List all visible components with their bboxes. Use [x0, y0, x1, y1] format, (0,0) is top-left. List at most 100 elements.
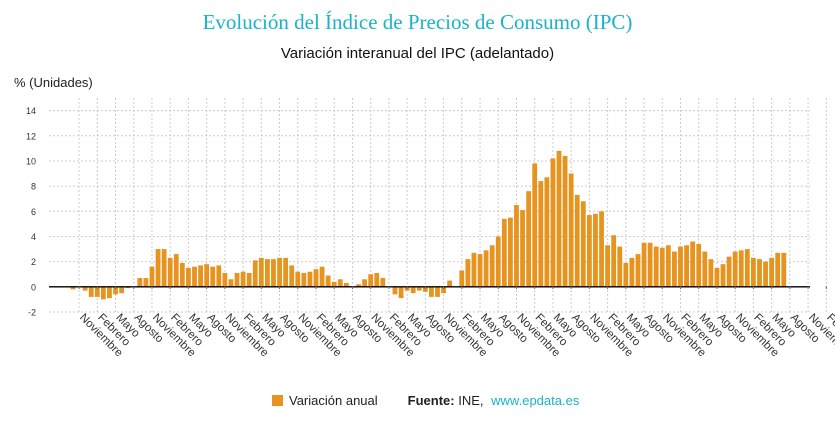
bar [435, 286, 440, 297]
bar [672, 251, 677, 287]
bar [757, 259, 762, 287]
bar [720, 264, 726, 287]
bar [611, 235, 617, 287]
bar [307, 271, 313, 287]
bar [447, 280, 453, 287]
bar [192, 266, 197, 287]
bar [337, 279, 343, 287]
bar [617, 246, 623, 287]
bar [422, 286, 428, 292]
bar [635, 254, 641, 287]
bar [471, 252, 477, 287]
y-tick-label: 10 [26, 156, 36, 166]
bar [240, 271, 246, 287]
bar [477, 254, 483, 287]
legend-series-label: Variación anual [289, 393, 378, 408]
bar [149, 266, 155, 287]
bar [714, 267, 720, 287]
bar [501, 218, 507, 287]
legend: Variación anual Fuente: INE, www.epdata.… [272, 393, 579, 408]
bar [605, 245, 610, 287]
chart-subtitle: Variación interanual del IPC (adelantado… [280, 45, 555, 62]
bar [556, 150, 562, 287]
y-tick-label: 8 [31, 182, 36, 192]
bar [653, 246, 659, 287]
y-tick-label: 12 [26, 131, 36, 141]
bar [526, 191, 532, 287]
bar [113, 286, 118, 295]
bar [398, 286, 404, 299]
bar [289, 265, 295, 287]
bar [550, 158, 556, 287]
bar [647, 242, 653, 287]
bar [210, 266, 216, 287]
bar [119, 286, 124, 294]
bar [641, 242, 647, 287]
bar [708, 259, 714, 287]
bar [368, 274, 374, 287]
source-name: INE, [458, 393, 484, 408]
bar [283, 257, 289, 287]
bar [137, 278, 143, 287]
bar [416, 286, 422, 291]
bar [277, 257, 282, 287]
bar [696, 244, 702, 287]
bar [726, 256, 732, 287]
bar [356, 284, 361, 287]
bar [331, 281, 337, 287]
bar [271, 259, 276, 287]
bar [483, 250, 489, 287]
bar [763, 261, 768, 287]
bar [204, 264, 210, 287]
bar [520, 210, 525, 287]
bar [392, 286, 398, 295]
bar [769, 257, 775, 287]
bar [732, 251, 738, 287]
bar [374, 272, 380, 287]
bar [599, 211, 604, 287]
bar [82, 286, 88, 291]
bar [186, 267, 191, 287]
source-note: Fuente: INE, www.epdata.es [408, 393, 580, 408]
bar [495, 236, 501, 287]
source-link[interactable]: www.epdata.es [491, 393, 580, 408]
bar [544, 177, 550, 287]
bar [593, 213, 598, 287]
y-axis-label: % (Unidades) [14, 75, 93, 90]
bar [781, 252, 787, 287]
bar [319, 266, 325, 287]
bar [265, 259, 270, 287]
bar [222, 272, 228, 287]
bar [678, 246, 683, 287]
bar [775, 252, 781, 287]
bar [198, 265, 203, 287]
bar [684, 245, 689, 287]
chart-title: Evolución del Índice de Precios de Consu… [202, 10, 633, 34]
bar [744, 249, 750, 287]
bar [659, 247, 665, 287]
bar [629, 257, 635, 287]
bar [216, 265, 222, 287]
bar [459, 270, 465, 287]
bar [489, 245, 495, 287]
bar [702, 251, 708, 287]
legend-swatch [272, 395, 283, 406]
bar [234, 272, 240, 287]
bar [179, 262, 185, 287]
x-axis-ticks: NoviembreFebreroMayoAgostoNoviembreFebre… [77, 286, 835, 359]
bar [107, 286, 112, 299]
bar [532, 163, 538, 287]
bar [155, 249, 161, 287]
bar [623, 262, 629, 287]
bar [161, 249, 167, 287]
bar [562, 155, 568, 287]
bar [167, 257, 173, 287]
bar [313, 269, 319, 287]
y-tick-label: -2 [28, 308, 36, 318]
bar [362, 279, 367, 287]
bar [690, 241, 696, 287]
bar [258, 257, 264, 287]
bar [738, 250, 744, 287]
bar [70, 286, 76, 290]
